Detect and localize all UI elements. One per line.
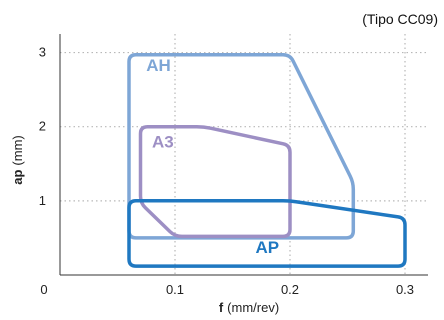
x-axis-symbol: f xyxy=(219,300,224,315)
y-tick-label: 3 xyxy=(39,45,46,60)
y-axis-symbol: ap xyxy=(10,170,25,185)
y-axis-unit: (mm) xyxy=(10,135,25,165)
region-ah xyxy=(127,53,356,240)
y-tick-label: 1 xyxy=(39,193,46,208)
region-labels: AH A3 AP xyxy=(146,56,279,257)
region-label-a3: A3 xyxy=(152,132,174,151)
x-tick-label: 0.1 xyxy=(166,282,184,297)
x-tick-label: 0.2 xyxy=(281,282,299,297)
y-tick-label: 2 xyxy=(39,119,46,134)
grid xyxy=(60,34,428,275)
regions xyxy=(127,53,407,268)
x-tick-label: 0 xyxy=(40,282,47,297)
y-axis-title: ap (mm) xyxy=(10,135,25,185)
region-ap xyxy=(127,199,407,268)
tick-labels: 0 0.1 0.2 0.3 1 2 3 xyxy=(39,45,414,297)
axes xyxy=(59,34,428,276)
region-label-ah: AH xyxy=(146,56,171,75)
chart-note: (Tipo CC09) xyxy=(362,11,438,27)
x-tick-label: 0.3 xyxy=(396,282,414,297)
region-label-ap: AP xyxy=(256,238,280,257)
x-axis-unit: (mm/rev) xyxy=(227,300,279,315)
region-a3 xyxy=(138,124,292,239)
x-axis-title: f (mm/rev) xyxy=(219,300,279,315)
